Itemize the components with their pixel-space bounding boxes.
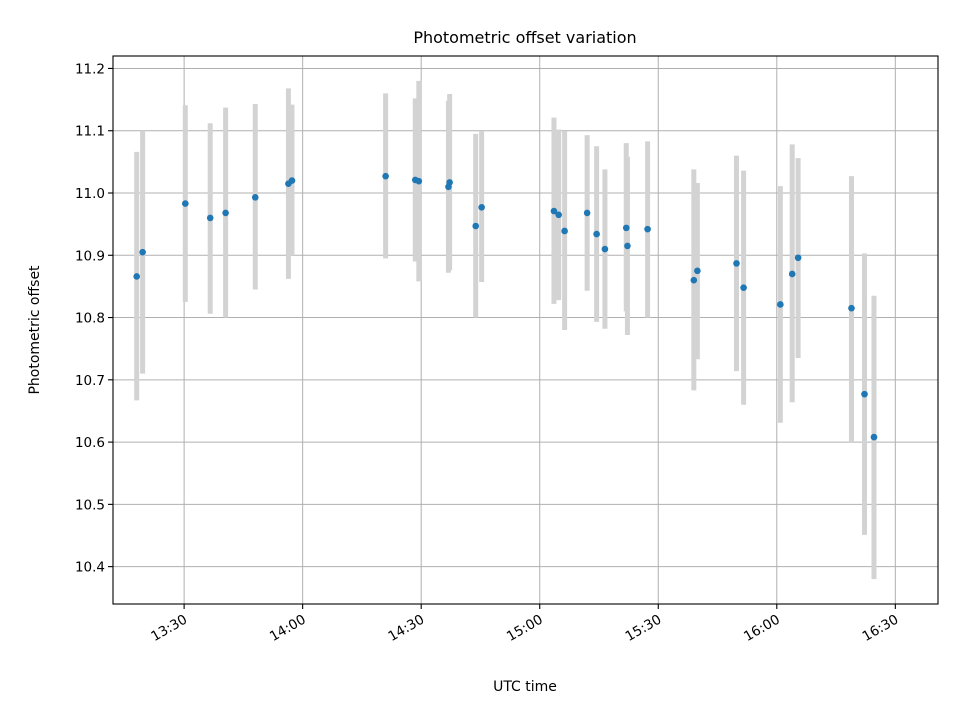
data-point — [288, 177, 296, 184]
chart-title: Photometric offset variation — [413, 28, 636, 47]
data-point — [777, 301, 784, 308]
data-point — [690, 276, 698, 284]
data-point — [733, 260, 740, 267]
y-tick-label: 11.1 — [75, 124, 105, 140]
plot-area-frame — [112, 55, 939, 605]
data-point — [382, 172, 389, 180]
data-point — [624, 242, 631, 250]
y-tick-label: 10.4 — [75, 560, 105, 576]
y-tick-label: 10.8 — [75, 311, 105, 327]
data-point — [206, 214, 214, 222]
y-tick-label: 10.9 — [75, 248, 105, 264]
data-point — [561, 227, 568, 235]
data-point — [555, 211, 562, 219]
data-point — [593, 230, 600, 238]
data-point — [694, 267, 701, 275]
y-axis-label: Photometric offset — [27, 265, 43, 395]
data-point — [133, 273, 141, 280]
y-tick-label: 11.2 — [75, 61, 105, 77]
data-point — [848, 304, 855, 312]
data-point — [550, 207, 558, 215]
data-points — [133, 172, 878, 441]
data-point — [870, 433, 878, 441]
data-point — [472, 222, 480, 230]
data-point — [622, 224, 630, 232]
y-tick-label: 10.5 — [75, 497, 105, 513]
data-point — [740, 284, 747, 291]
data-point — [583, 209, 591, 217]
data-point — [446, 179, 453, 186]
data-point — [182, 200, 189, 207]
x-axis-label: UTC time — [493, 679, 557, 695]
data-point — [861, 390, 868, 398]
data-point — [644, 225, 651, 233]
data-point — [139, 248, 146, 256]
data-point — [415, 177, 423, 185]
data-point — [601, 245, 609, 253]
y-tick-label: 11.0 — [75, 186, 105, 202]
data-point — [788, 270, 796, 278]
y-tick-label: 10.7 — [75, 373, 105, 389]
data-point — [478, 204, 485, 211]
data-point — [222, 209, 229, 217]
data-point — [251, 194, 259, 201]
y-tick-label: 10.6 — [75, 435, 105, 451]
data-point — [794, 254, 802, 262]
